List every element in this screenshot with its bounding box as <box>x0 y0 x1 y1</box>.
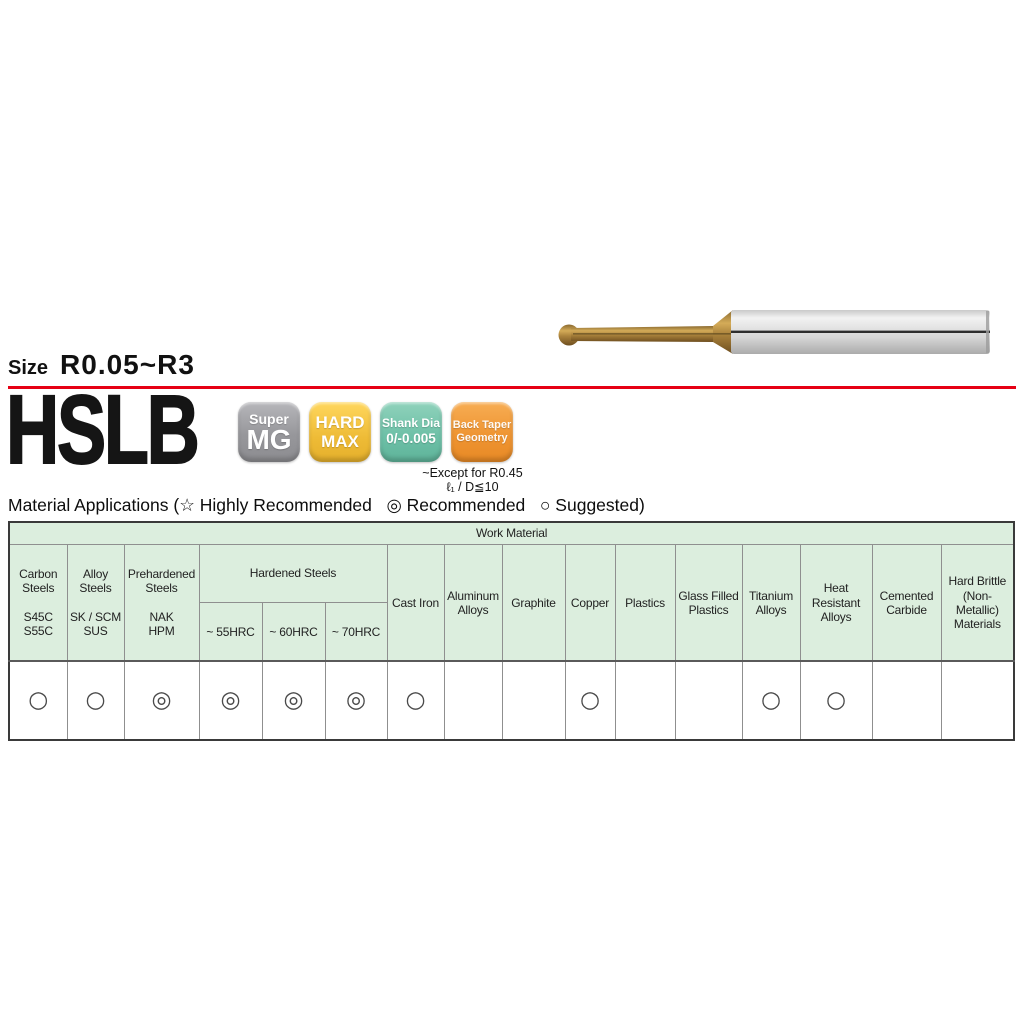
col-header-glass-filled-plastics: Glass Filled Plastics <box>674 544 743 662</box>
col-title: Carbon Steels <box>19 566 58 595</box>
rating-cell-60hrc: ◎ <box>261 660 326 741</box>
rating-symbol: ○ <box>579 687 601 714</box>
rating-cell-glass-filled-plastics <box>674 660 743 741</box>
col-header-alloy-steels: Alloy Steels SK / SCM SUS <box>66 544 125 662</box>
rating-symbol: ○ <box>405 687 426 714</box>
rating-symbol: ○ <box>760 687 782 714</box>
rating-cell-hard-brittle-materials <box>940 660 1015 741</box>
rating-cell-carbon-steels: ○ <box>8 660 68 741</box>
rating-cell-graphite <box>501 660 566 741</box>
rating-cell-cemented-carbide <box>871 660 942 741</box>
ratings-row: ○ ○ ◎ ◎ ◎ ◎ ○ ○ ○ ○ <box>8 660 1015 741</box>
tool-taper <box>713 310 733 354</box>
rating-cell-55hrc: ◎ <box>198 660 263 741</box>
badge-note-line1: ~Except for R0.45 <box>422 466 523 480</box>
col-title: Alloy Steels <box>79 566 112 595</box>
badge-label: Back Taper <box>452 419 512 432</box>
rating-cell-aluminum-alloys <box>443 660 503 741</box>
col-header-cemented-carbide: Cemented Carbide <box>871 544 942 662</box>
badge-hard-max: HARD MAX <box>309 402 371 462</box>
red-divider <box>8 386 1016 389</box>
col-title: Prehardened Steels <box>127 566 196 595</box>
col-sub: SK / SCM SUS <box>69 610 122 639</box>
rating-cell-heat-resistant-alloys: ○ <box>799 660 873 741</box>
badge-note: ~Except for R0.45 ℓ₁ / D≦10 <box>400 466 545 495</box>
rating-cell-plastics <box>614 660 676 741</box>
col-header-carbon-steels: Carbon Steels S45C S55C <box>8 544 68 662</box>
rating-symbol: ◎ <box>345 687 367 714</box>
size-value: R0.05~R3 <box>60 349 195 380</box>
rating-cell-cast-iron: ○ <box>386 660 445 741</box>
end-mill-illustration <box>558 310 990 354</box>
col-header-aluminum-alloys: Aluminum Alloys <box>443 544 503 662</box>
col-sub: S45C S55C <box>23 610 53 639</box>
rating-symbol: ◎ <box>220 687 241 714</box>
badge-back-taper: Back Taper Geometry <box>451 402 513 462</box>
rating-symbol: ○ <box>85 687 106 714</box>
col-header-graphite: Graphite <box>501 544 566 662</box>
rating-cell-alloy-steels: ○ <box>66 660 125 741</box>
table-title: Work Material <box>8 521 1015 545</box>
product-code: HSLB <box>5 375 200 484</box>
col-header-heat-resistant-alloys: Heat Resistant Alloys <box>799 544 873 662</box>
col-header-60hrc: ~ 60HRC <box>261 602 326 662</box>
col-header-cast-iron: Cast Iron <box>386 544 445 662</box>
badge-label: Geometry <box>456 432 508 444</box>
badge-super-mg: Super MG <box>238 402 300 462</box>
rating-symbol: ◎ <box>283 687 304 714</box>
size-line: Size R0.05~R3 <box>8 349 195 381</box>
col-header-copper: Copper <box>564 544 616 662</box>
rating-cell-copper: ○ <box>564 660 616 741</box>
end-mill-photo <box>545 296 1015 366</box>
rating-cell-titanium-alloys: ○ <box>741 660 801 741</box>
feature-badges: Super MG HARD MAX Shank Dia 0/-0.005 Bac… <box>238 402 513 462</box>
work-material-table-wrap: Work Material Carbon Steels S45C S55C Al… <box>8 521 1016 742</box>
col-header-titanium-alloys: Titanium Alloys <box>741 544 801 662</box>
shank-end-edge <box>986 311 989 353</box>
col-sub: NAK HPM <box>148 610 175 639</box>
rating-symbol: ◎ <box>151 687 172 714</box>
badge-label: MAX <box>321 432 359 451</box>
rating-cell-70hrc: ◎ <box>324 660 388 741</box>
badge-label: 0/-0.005 <box>386 431 436 447</box>
col-header-hardened-steels: Hardened Steels <box>198 543 388 604</box>
neck-reflection-line <box>573 333 731 335</box>
size-label: Size <box>8 357 49 379</box>
rating-cell-prehardened-steels: ◎ <box>123 660 200 741</box>
col-header-plastics: Plastics <box>614 544 676 662</box>
col-header-hard-brittle-materials: Hard Brittle (Non-Metallic) Materials <box>940 544 1015 662</box>
shank-reflection-line <box>731 330 990 333</box>
badge-label: Shank Dia <box>381 416 441 431</box>
badge-label: MG <box>246 423 292 455</box>
rating-symbol: ○ <box>825 687 847 714</box>
badge-shank-dia: Shank Dia 0/-0.005 <box>380 402 442 462</box>
col-header-70hrc: ~ 70HRC <box>324 602 388 662</box>
col-header-prehardened-steels: Prehardened Steels NAK HPM <box>123 544 200 662</box>
work-material-table: Work Material Carbon Steels S45C S55C Al… <box>8 521 1016 742</box>
col-header-55hrc: ~ 55HRC <box>198 602 263 662</box>
rating-symbol: ○ <box>28 687 49 714</box>
badge-label: Super <box>249 410 289 427</box>
badge-label: HARD <box>315 412 365 432</box>
badge-note-line2: ℓ₁ / D≦10 <box>446 480 499 495</box>
material-applications-legend: Material Applications (☆ Highly Recommen… <box>8 495 645 515</box>
